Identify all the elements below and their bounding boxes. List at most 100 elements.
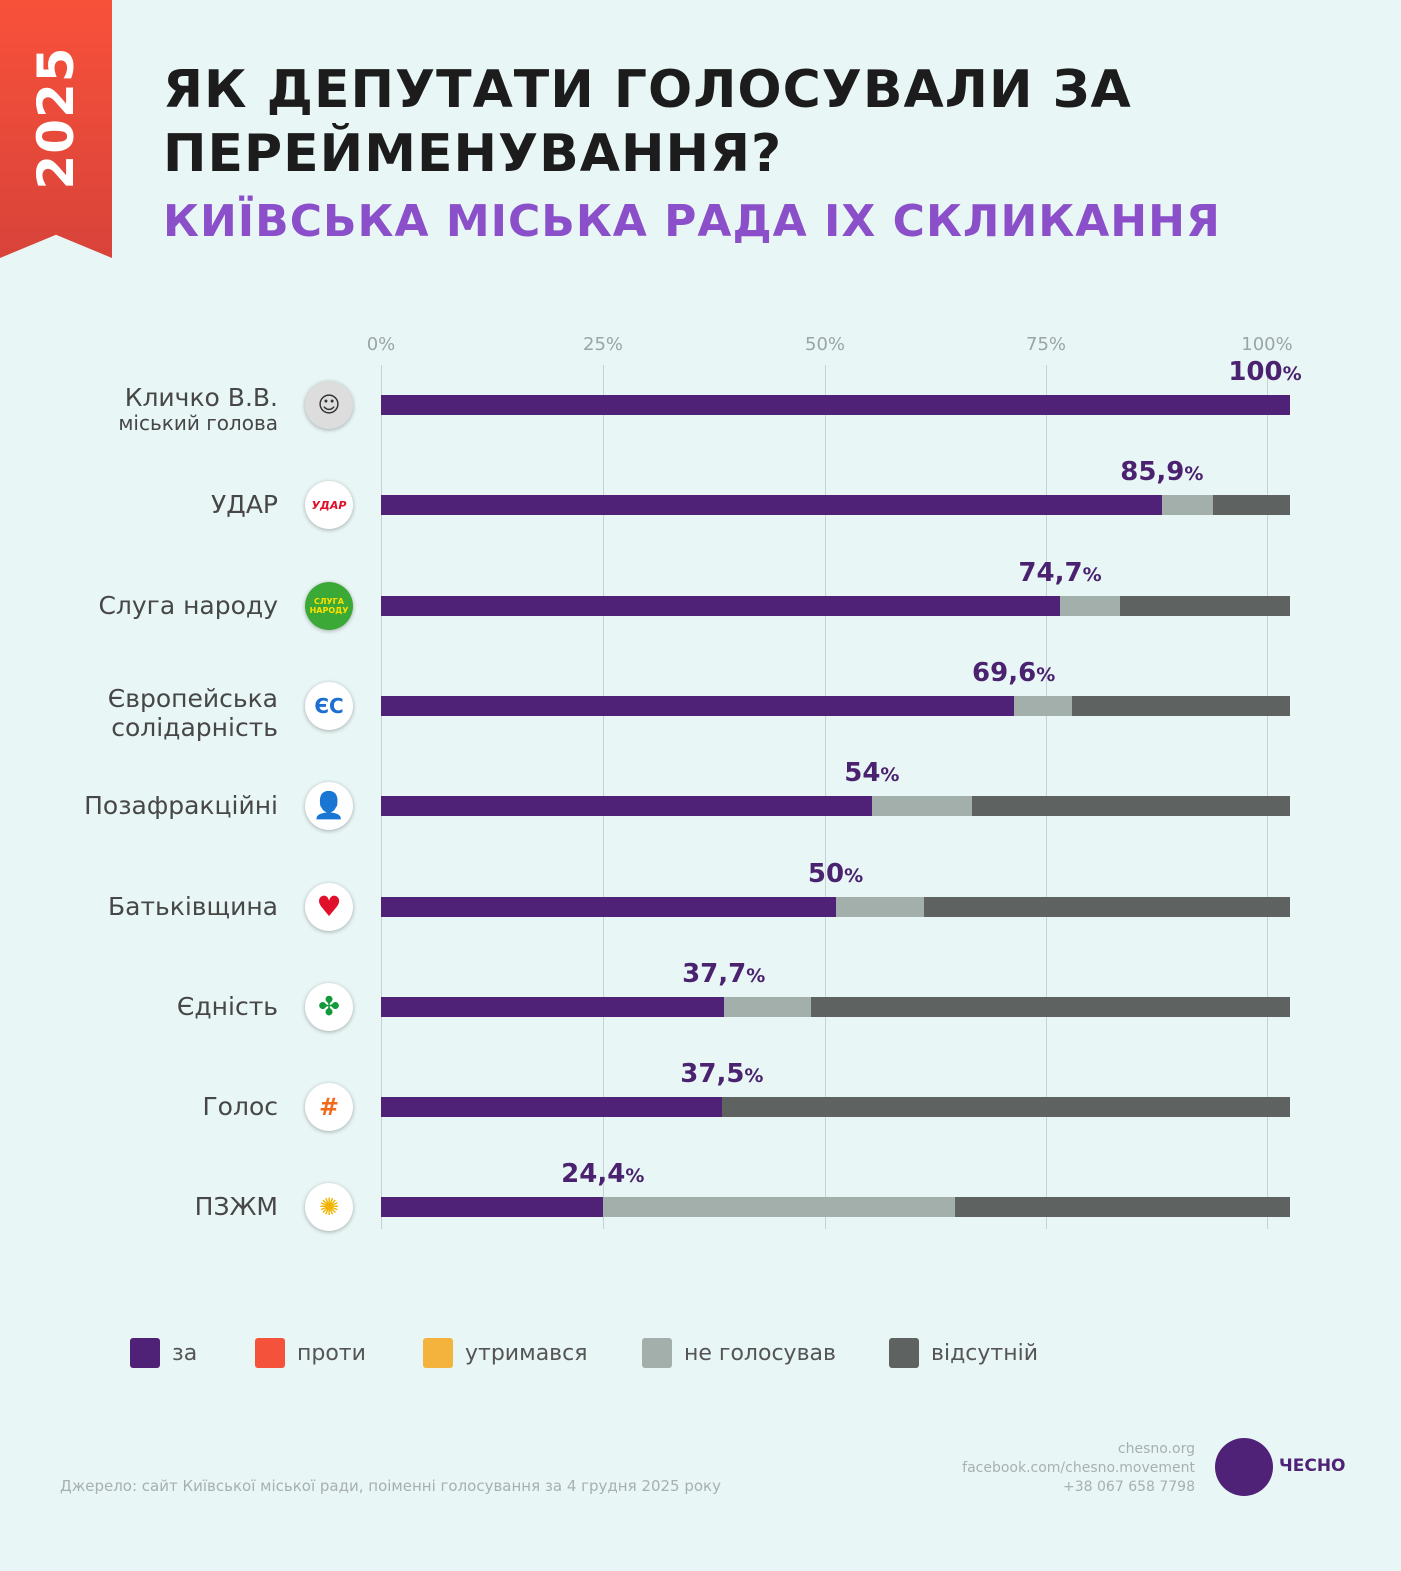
data-label-value: 85,9	[1120, 457, 1185, 488]
row-label: Слуга народу	[98, 591, 278, 620]
bar-segment-ne-holosuvav	[1060, 595, 1120, 616]
bar-segment-za	[381, 796, 872, 817]
stacked-bar	[381, 695, 1290, 716]
data-label: 85,9%	[1120, 457, 1203, 487]
data-label-value: 74,7	[1018, 557, 1083, 588]
bar-segment-ne-holosuvav	[835, 896, 924, 917]
data-label: 100%	[1228, 357, 1301, 387]
legend-item: проти	[255, 1338, 366, 1368]
heart-logo-icon: ♥	[305, 882, 353, 931]
legend-item: утримався	[423, 1338, 587, 1368]
stacked-bar	[381, 996, 1290, 1017]
data-label-percent: %	[844, 864, 864, 887]
stacked-bar	[381, 395, 1290, 415]
party-name: Голос	[202, 1092, 278, 1122]
stacked-bar	[381, 1197, 1290, 1218]
row-label: Голос	[202, 1092, 278, 1121]
data-label: 50%	[808, 859, 863, 889]
legend-swatch	[130, 1338, 160, 1368]
row-label: ПЗЖМ	[195, 1192, 278, 1221]
page-title: ЯК ДЕПУТАТИ ГОЛОСУВАЛИ ЗА ПЕРЕЙМЕНУВАННЯ…	[163, 60, 1132, 184]
data-label-percent: %	[1184, 463, 1204, 486]
bar-segment-vidsutnii	[923, 896, 1290, 917]
facebook-link[interactable]: facebook.com/chesno.movement	[962, 1460, 1195, 1476]
contacts: chesno.org facebook.com/chesno.movement …	[962, 1440, 1195, 1497]
party-subtitle: міський голова	[118, 411, 278, 435]
x-tick-label: 100%	[1241, 334, 1293, 355]
data-label: 24,4%	[561, 1159, 644, 1189]
legend-label: за	[172, 1340, 198, 1366]
x-tick-label: 50%	[804, 334, 846, 355]
bar-segment-ne-holosuvav	[723, 996, 811, 1017]
bar-segment-za	[381, 1197, 603, 1218]
data-label-percent: %	[746, 964, 766, 987]
stacked-bar	[381, 896, 1290, 917]
person-logo-icon: 👤	[305, 782, 353, 831]
bar-segment-za	[381, 896, 836, 917]
party-name: ПЗЖМ	[194, 1192, 278, 1222]
data-label-percent: %	[625, 1165, 645, 1188]
data-label-percent: %	[744, 1065, 764, 1088]
legend-item: не голосував	[642, 1338, 836, 1368]
bar-segment-vidsutnii	[971, 796, 1290, 817]
party-name: Кличко В.В.	[124, 383, 278, 412]
legend-swatch	[889, 1338, 919, 1368]
party-name: Позафракційні	[84, 791, 278, 821]
legend-label: не голосував	[684, 1340, 836, 1366]
data-label: 37,5%	[680, 1059, 763, 1089]
legend-swatch	[255, 1338, 285, 1368]
bar-segment-vidsutnii	[955, 1197, 1290, 1218]
data-label: 69,6%	[972, 658, 1055, 688]
stacked-bar	[381, 595, 1290, 616]
row-label: Позафракційні	[84, 791, 278, 820]
logo-text: ЄС	[314, 693, 344, 718]
data-label-percent: %	[1082, 563, 1102, 586]
x-tick-label: 75%	[1025, 334, 1067, 355]
data-label-value: 69,6	[972, 657, 1037, 688]
data-label-percent: %	[880, 764, 900, 787]
єс-logo-icon: ЄС	[305, 681, 353, 730]
source-note: Джерело: сайт Київської міської ради, по…	[60, 1477, 721, 1495]
chesno-garlic-icon	[1215, 1438, 1273, 1496]
row-label: УДАР	[211, 490, 278, 519]
data-label-percent: %	[1036, 663, 1056, 686]
site-link[interactable]: chesno.org	[1117, 1441, 1195, 1457]
x-tick-label: 25%	[582, 334, 624, 355]
row-label: Кличко В.В. міський голова	[118, 383, 278, 434]
stacked-bar	[381, 495, 1290, 516]
legend-label: утримався	[465, 1340, 588, 1366]
legend-item: відсутній	[889, 1338, 1038, 1368]
bar-segment-vidsutnii	[1071, 695, 1290, 716]
logo-text: УДАР	[311, 498, 347, 512]
bar-segment-vidsutnii	[721, 1097, 1290, 1118]
bar-segment-vidsutnii	[810, 996, 1290, 1017]
phone: +38 067 658 7798	[1063, 1479, 1195, 1495]
bar-segment-za	[381, 395, 1290, 415]
row-label: Єдність	[177, 992, 278, 1021]
bar-segment-vidsutnii	[1120, 595, 1290, 616]
party-name: Єдність	[176, 991, 278, 1021]
legend-swatch	[642, 1338, 672, 1368]
chestnut-leaf-logo-icon: ✤	[305, 982, 353, 1031]
party-name: Європейська солідарність	[107, 683, 278, 742]
sunflower-dove-logo-icon: ✺	[305, 1183, 353, 1232]
brand-name: ЧЕСНО	[1279, 1456, 1346, 1476]
bar-segment-za	[381, 495, 1162, 516]
row-label: Європейська солідарність	[78, 684, 278, 742]
logo-text: СЛУГА НАРОДУ	[309, 596, 349, 615]
page-subtitle: КИЇВСЬКА МІСЬКА РАДА IX СКЛИКАННЯ	[163, 196, 1221, 247]
удар-logo-icon: УДАР	[305, 481, 353, 530]
legend-item: за	[130, 1338, 197, 1368]
data-label-value: 24,4	[561, 1159, 626, 1190]
bar-segment-za	[381, 695, 1014, 716]
row-label: Батьківщина	[108, 892, 278, 921]
legend-label: проти	[297, 1340, 366, 1366]
bar-segment-vidsutnii	[1212, 495, 1290, 516]
year-ribbon: 2025	[0, 0, 112, 258]
party-name: Слуга народу	[98, 590, 278, 620]
bar-segment-za	[381, 595, 1061, 616]
stacked-bar	[381, 1097, 1290, 1118]
x-tick-label: 0%	[366, 334, 396, 355]
party-name: УДАР	[211, 490, 278, 520]
data-label-value: 37,7	[682, 958, 747, 989]
